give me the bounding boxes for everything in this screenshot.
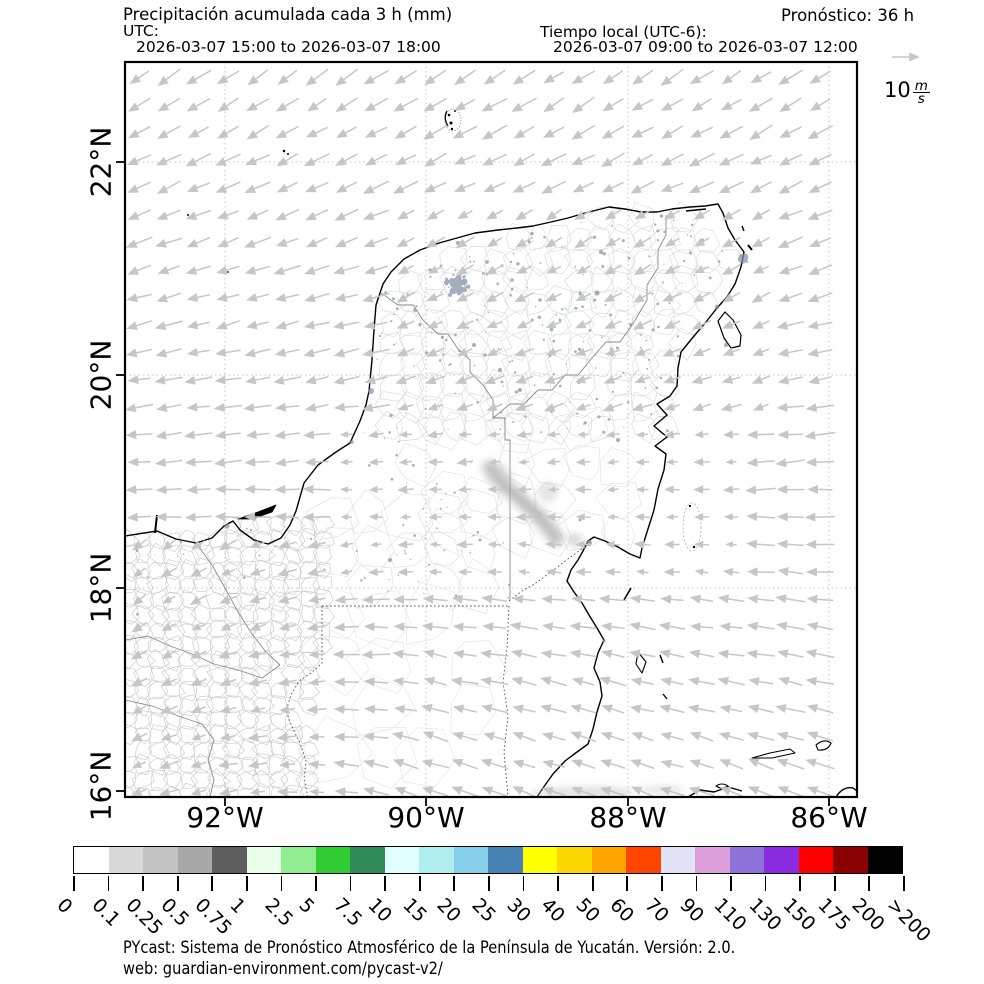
reef-outlines xyxy=(187,108,702,552)
colorbar-tick xyxy=(349,876,352,891)
colorbar-tick xyxy=(695,876,698,891)
precipitation-band xyxy=(480,458,685,797)
colorbar-segment xyxy=(798,847,833,873)
colorbar-segment xyxy=(626,847,661,873)
colorbar-tick xyxy=(730,876,732,891)
colorbar-segment xyxy=(522,847,557,873)
colorbar-segment xyxy=(246,847,281,873)
wind-speed-value: 10 xyxy=(884,78,911,102)
colorbar-tick xyxy=(453,876,456,891)
colorbar-tick xyxy=(107,876,110,891)
colorbar-segment xyxy=(453,847,488,873)
urban-areas xyxy=(135,214,749,643)
colorbar-tick xyxy=(764,876,767,891)
colorbar-segment xyxy=(695,847,730,873)
colorbar-segment xyxy=(212,847,247,873)
colorbar-tick xyxy=(557,876,559,891)
precipitation-colorbar xyxy=(73,846,903,874)
municipal-boundaries xyxy=(125,201,745,797)
international-boundaries xyxy=(285,539,593,797)
colorbar-tick xyxy=(211,876,214,891)
colorbar-segment xyxy=(143,847,178,873)
colorbar-tick xyxy=(591,876,594,891)
colorbar-tick xyxy=(245,876,248,891)
wind-key-arrow xyxy=(892,52,920,62)
colorbar-segment xyxy=(660,847,695,873)
colorbar-tick xyxy=(868,876,871,891)
colorbar-segment xyxy=(281,847,316,873)
colorbar-segment xyxy=(384,847,419,873)
colorbar-tick xyxy=(142,876,144,891)
forecast-horizon: Pronóstico: 36 h xyxy=(781,6,915,25)
colorbar-segment xyxy=(108,847,143,873)
x-tick-label: 92°W xyxy=(186,801,264,834)
footer: PYcast: Sistema de Pronóstico Atmosféric… xyxy=(123,938,735,980)
colorbar-tick xyxy=(799,876,802,891)
colorbar-segment xyxy=(833,847,868,873)
colorbar-tick xyxy=(488,876,490,891)
colorbar-tick xyxy=(626,876,629,891)
colorbar-tick xyxy=(176,876,179,891)
colorbar-segment xyxy=(591,847,626,873)
colorbar-tick xyxy=(660,876,663,891)
colorbar-tick xyxy=(280,876,283,891)
colorbar-segment xyxy=(315,847,350,873)
colorbar-tick xyxy=(522,876,525,891)
y-tick-label: 20°N xyxy=(84,339,118,411)
colorbar-tick xyxy=(833,876,836,891)
local-time-label: Tiempo local (UTC-6): xyxy=(540,23,707,41)
x-tick-label: 90°W xyxy=(387,801,465,834)
axis-ticks xyxy=(116,161,830,806)
footer-credit: PYcast: Sistema de Pronóstico Atmosféric… xyxy=(123,938,736,958)
utc-range: 2026-03-07 15:00 to 2026-03-07 18:00 xyxy=(136,38,441,56)
y-tick-label: 16°N xyxy=(84,750,118,822)
colorbar-segment xyxy=(419,847,454,873)
colorbar-segment xyxy=(350,847,385,873)
colorbar-tick xyxy=(315,876,317,891)
x-tick-label: 88°W xyxy=(589,801,667,834)
colorbar-segment xyxy=(177,847,212,873)
local-time-range: 2026-03-07 09:00 to 2026-03-07 12:00 xyxy=(553,38,858,56)
colorbar-tick xyxy=(418,876,421,891)
colorbar-tick xyxy=(73,876,75,891)
colorbar-tick xyxy=(384,876,387,891)
wind-speed-key: 10 m s xyxy=(884,78,930,107)
colorbar-tick xyxy=(903,876,905,891)
colorbar-segment xyxy=(488,847,523,873)
colorbar-segment xyxy=(867,847,902,873)
graticule xyxy=(125,62,857,797)
colorbar-segment xyxy=(74,847,109,873)
x-tick-label: 86°W xyxy=(790,801,868,834)
page-title: Precipitación acumulada cada 3 h (mm) xyxy=(123,5,453,24)
y-tick-label: 18°N xyxy=(84,552,118,624)
wind-quiver xyxy=(125,68,836,797)
colorbar-segment xyxy=(729,847,764,873)
footer-web: web: guardian-environment.com/pycast-v2/ xyxy=(123,959,443,979)
y-tick-label: 22°N xyxy=(84,126,118,198)
map-frame xyxy=(123,60,859,799)
colorbar-segment xyxy=(764,847,799,873)
utc-label: UTC: xyxy=(123,22,159,40)
colorbar-segment xyxy=(557,847,592,873)
